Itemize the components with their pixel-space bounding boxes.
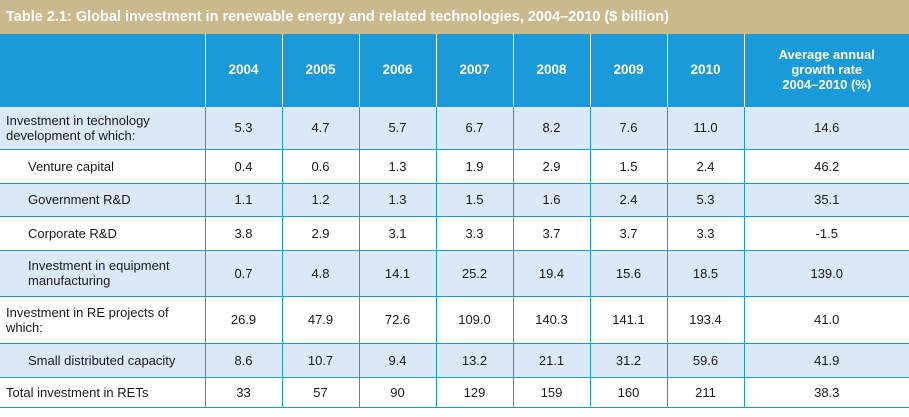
cell: 1.6: [512, 182, 590, 216]
cell: 140.3: [512, 295, 590, 343]
row-label: Investment in equipment manufacturing: [0, 249, 205, 296]
cell: 33: [204, 376, 282, 408]
cell: 1.3: [358, 182, 436, 216]
avg-header-line2: growth rate: [791, 62, 863, 78]
cell: 129: [435, 376, 513, 408]
column-header-2009: 2009: [589, 34, 667, 106]
column-header-2004: 2004: [204, 34, 282, 106]
avg-header-line3: 2004–2010 (%): [782, 77, 872, 93]
cell: 0.6: [281, 148, 359, 183]
cell: 21.1: [512, 342, 590, 377]
column-header-2010: 2010: [666, 34, 744, 106]
row-label: Venture capital: [0, 148, 205, 183]
column-header-average-growth: Average annual growth rate 2004–2010 (%): [743, 34, 909, 106]
cell-average: 41.9: [743, 342, 909, 377]
cell: 26.9: [204, 295, 282, 343]
column-header-2005: 2005: [281, 34, 359, 106]
cell: 7.6: [589, 105, 667, 149]
cell: 5.7: [358, 105, 436, 149]
column-header-label: [0, 34, 205, 106]
cell: 57: [281, 376, 359, 408]
cell: 109.0: [435, 295, 513, 343]
cell: 2.4: [666, 148, 744, 183]
cell: 47.9: [281, 295, 359, 343]
column-header-2008: 2008: [512, 34, 590, 106]
cell-average: 35.1: [743, 182, 909, 216]
column-header-2007: 2007: [435, 34, 513, 106]
cell: 9.4: [358, 342, 436, 377]
cell-average: 14.6: [743, 105, 909, 149]
header-row: 2004 2005 2006 2007 2008 2009 2010 Avera…: [0, 34, 909, 106]
cell: 1.5: [589, 148, 667, 183]
cell: 1.2: [281, 182, 359, 216]
row-label: Government R&D: [0, 182, 205, 216]
cell: 3.3: [435, 215, 513, 250]
table-row: Investment in technology development of …: [0, 105, 909, 149]
row-label: Investment in technology development of …: [0, 105, 205, 149]
cell: 15.6: [589, 249, 667, 296]
cell: 1.5: [435, 182, 513, 216]
cell: 59.6: [666, 342, 744, 377]
cell: 141.1: [589, 295, 667, 343]
table-row: Investment in equipment manufacturing 0.…: [0, 249, 909, 296]
row-label: Total investment in RETs: [0, 376, 205, 408]
cell: 3.7: [589, 215, 667, 250]
cell: 19.4: [512, 249, 590, 296]
cell: 4.8: [281, 249, 359, 296]
table-row: Total investment in RETs 33 57 90 129 15…: [0, 376, 909, 408]
cell: 211: [666, 376, 744, 408]
cell: 193.4: [666, 295, 744, 343]
cell: 5.3: [666, 182, 744, 216]
cell: 2.9: [512, 148, 590, 183]
table-body: Investment in technology development of …: [0, 105, 909, 408]
cell-average: 38.3: [743, 376, 909, 408]
table-row: Corporate R&D 3.8 2.9 3.1 3.3 3.7 3.7 3.…: [0, 215, 909, 250]
cell: 1.3: [358, 148, 436, 183]
cell: 2.4: [589, 182, 667, 216]
cell: 3.7: [512, 215, 590, 250]
investment-table: 2004 2005 2006 2007 2008 2009 2010 Avera…: [0, 34, 909, 408]
cell: 3.8: [204, 215, 282, 250]
cell: 72.6: [358, 295, 436, 343]
cell: 3.1: [358, 215, 436, 250]
cell: 0.4: [204, 148, 282, 183]
cell: 18.5: [666, 249, 744, 296]
table-row: Investment in RE projects of which: 26.9…: [0, 295, 909, 343]
cell: 8.6: [204, 342, 282, 377]
cell: 11.0: [666, 105, 744, 149]
column-header-2006: 2006: [358, 34, 436, 106]
table-row: Venture capital 0.4 0.6 1.3 1.9 2.9 1.5 …: [0, 148, 909, 183]
cell: 90: [358, 376, 436, 408]
cell: 13.2: [435, 342, 513, 377]
cell: 14.1: [358, 249, 436, 296]
cell: 31.2: [589, 342, 667, 377]
cell: 8.2: [512, 105, 590, 149]
row-label: Corporate R&D: [0, 215, 205, 250]
cell: 159: [512, 376, 590, 408]
cell: 10.7: [281, 342, 359, 377]
cell: 4.7: [281, 105, 359, 149]
cell-average: 41.0: [743, 295, 909, 343]
cell: 5.3: [204, 105, 282, 149]
cell: 3.3: [666, 215, 744, 250]
cell: 160: [589, 376, 667, 408]
cell-average: 139.0: [743, 249, 909, 296]
row-label: Investment in RE projects of which:: [0, 295, 205, 343]
cell: 2.9: [281, 215, 359, 250]
cell: 0.7: [204, 249, 282, 296]
cell-average: -1.5: [743, 215, 909, 250]
cell: 1.9: [435, 148, 513, 183]
table-title: Table 2.1: Global investment in renewabl…: [0, 0, 909, 34]
table-row: Government R&D 1.1 1.2 1.3 1.5 1.6 2.4 5…: [0, 182, 909, 216]
row-label: Small distributed capacity: [0, 342, 205, 377]
table-row: Small distributed capacity 8.6 10.7 9.4 …: [0, 342, 909, 377]
cell: 25.2: [435, 249, 513, 296]
cell-average: 46.2: [743, 148, 909, 183]
avg-header-line1: Average annual: [778, 47, 875, 63]
cell: 6.7: [435, 105, 513, 149]
cell: 1.1: [204, 182, 282, 216]
